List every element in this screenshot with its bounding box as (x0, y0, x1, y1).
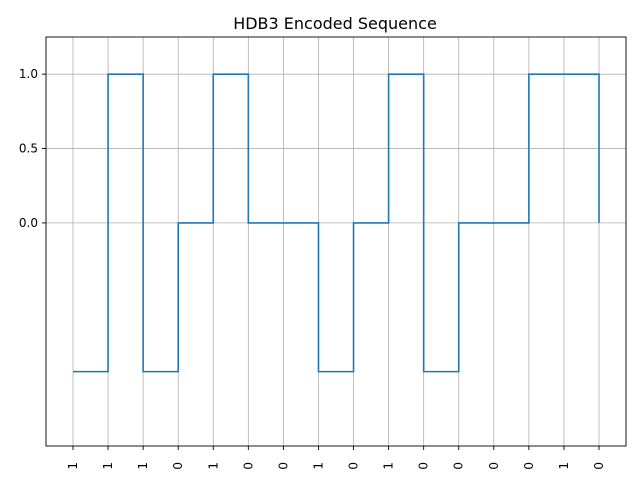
x-tick-label: 0 (171, 462, 185, 470)
x-tick-label: 1 (382, 462, 396, 470)
y-tick-label: 0.5 (19, 142, 38, 156)
x-tick-label: 0 (487, 462, 501, 470)
axis-layer (45, 36, 627, 447)
x-tick-label: 0 (347, 462, 361, 470)
x-tick-label: 0 (241, 462, 255, 470)
series-step-line (73, 73, 600, 373)
tick-layer: 1 1 1 0 1 0 0 1 0 1 0 0 0 0 1 0 0.0 0.5 1.0 (19, 67, 606, 469)
grid-layer (46, 37, 626, 446)
x-tick-label: 0 (417, 462, 431, 470)
chart-title: HDB3 Encoded Sequence (233, 14, 437, 33)
x-tick-label: 0 (522, 462, 536, 470)
y-tick-label: 1.0 (19, 67, 38, 81)
plot-frame (45, 36, 627, 447)
x-tick-label: 1 (311, 462, 325, 470)
x-tick-label: 1 (206, 462, 220, 470)
x-tick-label: 1 (136, 462, 150, 470)
x-tick-label: 0 (452, 462, 466, 470)
x-tick-label: 1 (557, 462, 571, 470)
x-tick-label: 1 (101, 462, 115, 470)
x-tick-label: 0 (592, 462, 606, 470)
x-tick-label: 0 (276, 462, 290, 470)
series-layer (73, 73, 600, 373)
y-tick-label: 0.0 (19, 216, 38, 230)
x-tick-label: 1 (66, 462, 80, 470)
